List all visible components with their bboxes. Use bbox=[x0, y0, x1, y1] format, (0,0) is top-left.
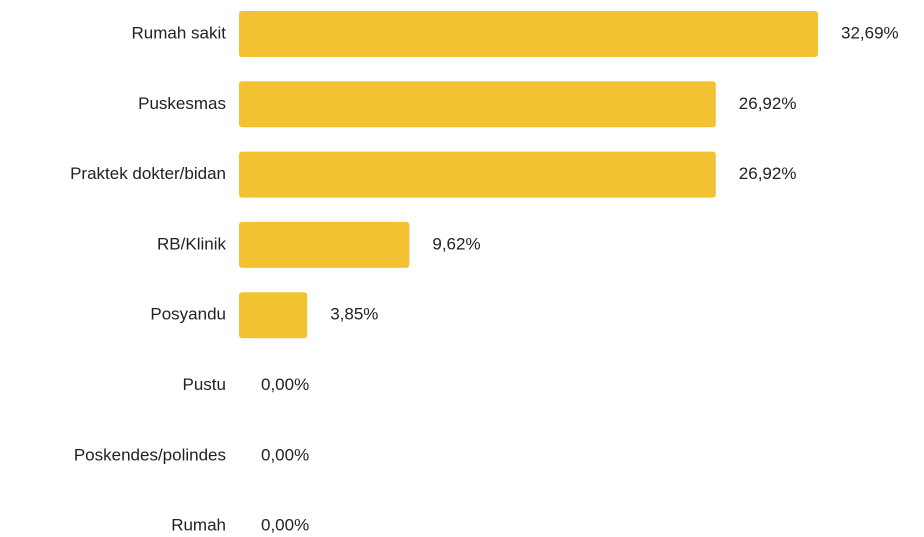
value-label: 3,85% bbox=[330, 305, 378, 324]
value-label: 0,00% bbox=[261, 375, 309, 394]
value-label: 26,92% bbox=[739, 94, 797, 113]
category-label: RB/Klinik bbox=[157, 234, 226, 253]
bar bbox=[239, 292, 308, 339]
category-label: Pustu bbox=[183, 375, 226, 394]
bar bbox=[239, 11, 818, 57]
value-label: 32,69% bbox=[841, 23, 899, 42]
bar bbox=[239, 81, 716, 128]
category-label: Posyandu bbox=[150, 305, 226, 324]
category-label: Poskendes/polindes bbox=[74, 445, 226, 464]
category-label: Rumah bbox=[171, 516, 226, 535]
value-label: 9,62% bbox=[432, 234, 480, 253]
value-label: 0,00% bbox=[261, 516, 309, 535]
category-label: Puskesmas bbox=[138, 94, 226, 113]
category-label: Rumah sakit bbox=[132, 23, 227, 42]
value-label: 0,00% bbox=[261, 445, 309, 464]
bar bbox=[239, 151, 716, 198]
category-label: Praktek dokter/bidan bbox=[70, 164, 226, 183]
bar bbox=[239, 221, 410, 268]
value-label: 26,92% bbox=[739, 164, 797, 183]
